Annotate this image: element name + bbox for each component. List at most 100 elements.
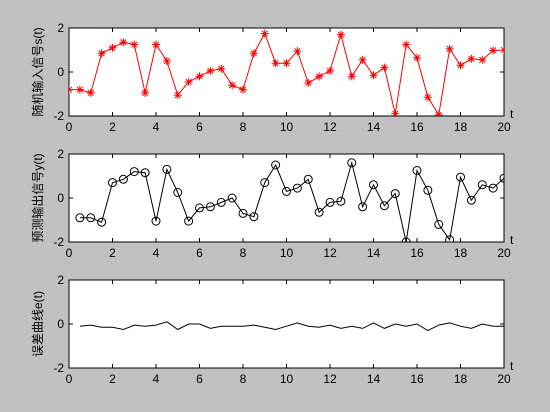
x-tick-label: 6	[196, 246, 203, 260]
data-point	[314, 207, 324, 217]
data-point	[162, 57, 171, 65]
plot-area	[68, 279, 505, 369]
data-point	[129, 167, 139, 177]
data-point	[423, 185, 433, 195]
data-point	[75, 213, 85, 223]
y-tick-label: -2	[53, 235, 64, 249]
data-point	[119, 38, 128, 47]
series-1	[75, 158, 504, 242]
y-tick-label: 2	[57, 21, 64, 35]
data-point	[423, 93, 432, 102]
x-tick-label: 0	[66, 120, 73, 134]
data-point	[336, 196, 346, 206]
x-tick-label: 20	[497, 246, 511, 260]
x-tick-label: 14	[367, 372, 381, 386]
x-tick-label: 8	[240, 246, 247, 260]
data-point	[239, 85, 247, 94]
x-tick-label: 8	[240, 120, 247, 134]
data-point	[434, 110, 443, 116]
series-line	[79, 321, 504, 332]
data-point	[249, 49, 258, 58]
data-point	[489, 46, 498, 55]
x-tick-label: 6	[196, 372, 203, 386]
data-point	[227, 193, 237, 203]
x-tick-label: 10	[280, 246, 294, 260]
data-point	[130, 40, 139, 49]
data-point	[271, 59, 280, 68]
data-point	[326, 66, 334, 75]
data-point	[184, 77, 193, 86]
data-point	[141, 88, 150, 97]
plot-area	[68, 153, 505, 243]
y-tick-label: 2	[57, 147, 64, 161]
data-point	[380, 63, 389, 72]
data-point	[412, 166, 422, 175]
y-tick-label: -2	[53, 361, 64, 375]
x-tick-label: 18	[454, 246, 468, 260]
data-point	[151, 216, 161, 226]
x-tick-label: 2	[109, 372, 116, 386]
y-tick-label: 0	[57, 317, 64, 331]
series-1	[69, 29, 504, 116]
data-point	[184, 216, 194, 226]
data-point	[108, 178, 117, 188]
data-point	[238, 208, 248, 218]
data-point	[369, 71, 378, 80]
data-point	[97, 217, 107, 227]
data-point	[369, 180, 378, 190]
data-point	[358, 55, 367, 64]
y-axis-label: 误差曲线e(t)	[31, 291, 45, 357]
data-point	[216, 197, 226, 207]
x-axis-label: t	[510, 233, 514, 247]
data-point	[336, 30, 345, 39]
x-tick-label: 16	[410, 372, 424, 386]
data-point	[86, 88, 95, 97]
y-tick-label: -2	[53, 109, 64, 123]
data-point	[293, 47, 302, 56]
x-tick-label: 4	[153, 372, 160, 386]
data-point	[304, 79, 313, 87]
data-point	[325, 197, 335, 207]
x-axis-label: t	[510, 359, 514, 373]
data-point	[152, 40, 160, 49]
x-tick-label: 6	[196, 120, 203, 134]
x-tick-label: 14	[367, 120, 381, 134]
data-point	[478, 55, 487, 64]
data-point	[195, 203, 204, 213]
data-point	[173, 188, 183, 197]
data-point	[205, 202, 215, 212]
data-point	[260, 178, 270, 188]
data-point	[271, 160, 281, 170]
data-point	[282, 186, 291, 196]
data-point	[195, 72, 204, 81]
x-tick-label: 20	[497, 120, 511, 134]
data-point	[260, 29, 269, 38]
data-point	[282, 59, 291, 68]
data-point	[249, 212, 259, 222]
y-tick-label: 2	[57, 273, 64, 287]
data-point	[456, 61, 465, 70]
data-point	[434, 219, 444, 229]
data-point	[217, 64, 226, 73]
data-point	[445, 235, 455, 242]
x-tick-label: 4	[153, 246, 160, 260]
x-tick-label: 16	[410, 120, 424, 134]
data-point	[488, 183, 498, 193]
data-point	[413, 53, 421, 62]
data-point	[390, 189, 400, 199]
data-point	[303, 174, 313, 184]
y-tick-label: 0	[57, 65, 64, 79]
x-tick-label: 2	[109, 120, 116, 134]
data-point	[391, 109, 400, 116]
data-point	[347, 72, 356, 81]
data-point	[379, 201, 389, 211]
data-point	[140, 168, 150, 178]
x-tick-label: 12	[323, 246, 337, 260]
x-tick-label: 18	[454, 372, 468, 386]
data-point	[467, 54, 476, 63]
data-point	[162, 164, 172, 174]
data-point	[118, 174, 128, 184]
